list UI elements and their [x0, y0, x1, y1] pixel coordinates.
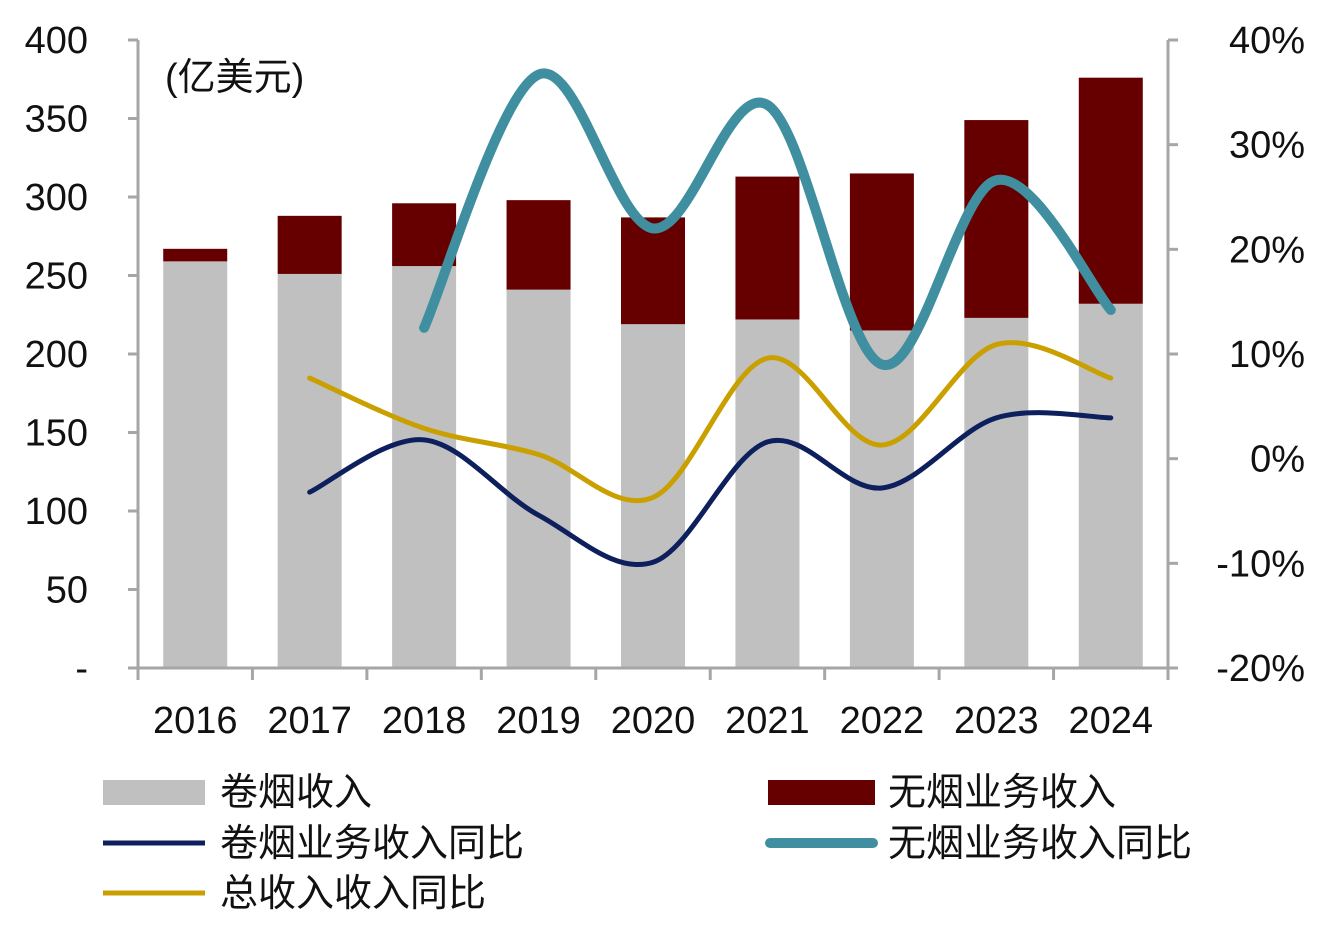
legend-label: 无烟业务收入 — [888, 772, 1116, 814]
right-tick-label: 0% — [1250, 439, 1305, 481]
right-tick-label: 40% — [1229, 20, 1305, 62]
legend-label: 卷烟收入 — [220, 772, 372, 814]
right-tick-label: 20% — [1229, 229, 1305, 271]
bar-non-cigarette-2021 — [735, 176, 800, 320]
axes: - 50 100 150 200 250 300 350 400 -20% -10% 0% 10% 20%… — [25, 20, 1305, 742]
bar-non-cigarette-2023 — [964, 120, 1029, 318]
x-tick-label: 2023 — [954, 700, 1039, 742]
right-tick-label: 10% — [1229, 334, 1305, 376]
bar-non-cigarette-2019 — [506, 200, 571, 290]
legend-label: 无烟业务收入同比 — [888, 823, 1192, 865]
bar-non-cigarette-2017 — [277, 215, 342, 274]
bar-non-cigarette-2020 — [621, 217, 685, 325]
legend-swatch-cigarette — [103, 780, 205, 805]
bar-cigarette-2023 — [964, 317, 1029, 668]
left-tick-label: 400 — [25, 20, 88, 62]
bar-cigarette-2024 — [1078, 303, 1143, 668]
legend-swatch-non-cigarette — [768, 780, 875, 805]
legend-label: 卷烟业务收入同比 — [220, 823, 524, 865]
left-tick-label: 300 — [25, 177, 88, 219]
bar-non-cigarette-2016 — [163, 248, 228, 262]
unit-label: (亿美元) — [165, 57, 304, 99]
bar-cigarette-2019 — [506, 289, 571, 668]
right-tick-label: 30% — [1229, 125, 1305, 167]
line-series-2 — [307, 340, 1114, 504]
x-tick-label: 2022 — [840, 700, 925, 742]
x-tick-label: 2024 — [1069, 700, 1154, 742]
left-tick-label: 150 — [25, 413, 88, 455]
x-tick-label: 2021 — [725, 700, 810, 742]
bar-non-cigarette-2022 — [849, 173, 914, 331]
x-tick-label: 2019 — [496, 700, 581, 742]
bars-layer — [163, 77, 1143, 668]
legend-label: 总收入收入同比 — [220, 873, 486, 915]
left-tick-label: - — [75, 648, 88, 690]
right-tick-label: -20% — [1216, 648, 1305, 690]
left-tick-label: 100 — [25, 491, 88, 533]
bar-non-cigarette-2018 — [392, 203, 457, 267]
left-tick-label: 50 — [46, 570, 88, 612]
left-tick-label: 200 — [25, 334, 88, 376]
line-series-1 — [419, 68, 1116, 370]
x-tick-label: 2017 — [267, 700, 352, 742]
bar-cigarette-2022 — [849, 330, 914, 668]
bar-cigarette-2021 — [735, 319, 800, 668]
lines-layer — [307, 68, 1116, 567]
bar-cigarette-2017 — [277, 273, 342, 668]
x-tick-label: 2020 — [611, 700, 696, 742]
x-tick-label: 2018 — [382, 700, 467, 742]
left-tick-label: 250 — [25, 256, 88, 298]
right-tick-label: -10% — [1216, 543, 1305, 585]
bar-cigarette-2016 — [163, 261, 228, 668]
bar-non-cigarette-2024 — [1078, 77, 1143, 304]
line-series-0 — [307, 410, 1114, 567]
bar-cigarette-2018 — [392, 266, 457, 668]
x-tick-label: 2016 — [153, 700, 238, 742]
left-tick-label: 350 — [25, 99, 88, 141]
